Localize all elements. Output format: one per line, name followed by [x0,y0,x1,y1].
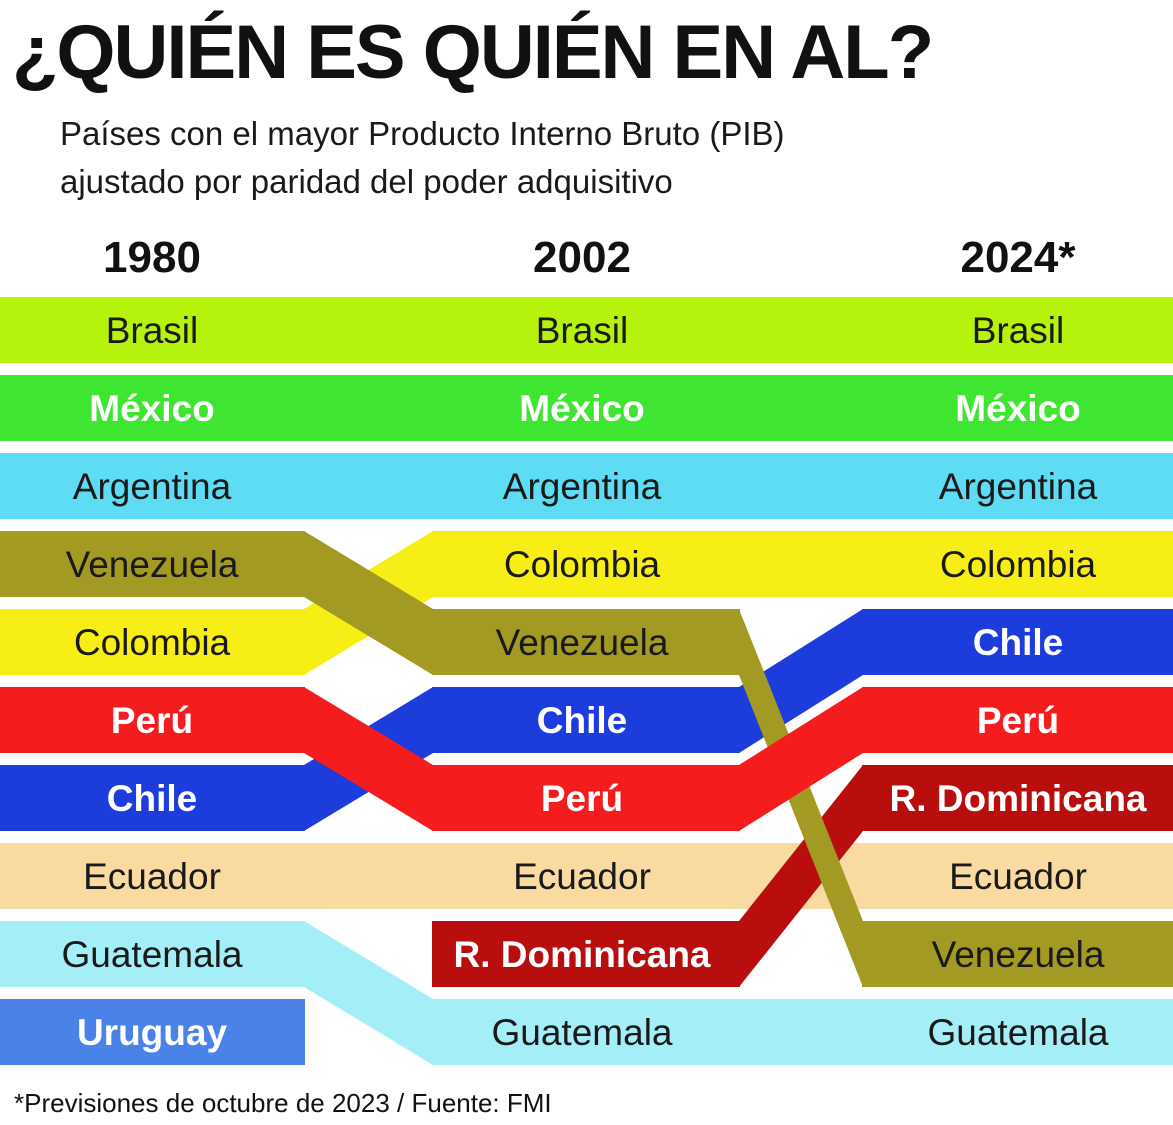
segment-colombia-2024 [862,531,1173,597]
connector-guatemala-1980-2002 [304,921,433,1065]
band-brasil [0,297,1173,363]
connector-mexico-1980-2002 [304,375,433,441]
label-venezuela-1980: Venezuela [66,544,239,585]
band-r-dominicana [432,765,1173,987]
band-guatemala [0,921,1173,1065]
band-colombia [0,531,1173,675]
segment-uruguay-1980 [0,999,305,1065]
label-guatemala-1980: Guatemala [62,934,243,975]
band-venezuela [0,531,1173,987]
column-header-2024: 2024* [960,233,1076,282]
segment-argentina-2002 [432,453,740,519]
label-r-dominicana-2002: R. Dominicana [454,934,711,975]
connector-guatemala-2002-2024 [739,999,863,1065]
label-ecuador-2002: Ecuador [513,856,651,897]
label-colombia-1980: Colombia [74,622,231,663]
label-chile-2002: Chile [537,700,627,741]
connector-colombia-2002-2024 [739,531,863,597]
segment-peru-1980 [0,687,305,753]
label-mexico-1980: México [89,388,214,429]
segment-mexico-2002 [432,375,740,441]
connector-ecuador-1980-2002 [304,843,433,909]
label-brasil-2002: Brasil [536,310,629,351]
label-peru-2002: Perú [541,778,623,819]
band-mexico [0,375,1173,441]
connector-argentina-2002-2024 [739,453,863,519]
label-uruguay-1980: Uruguay [77,1012,228,1053]
connector-peru-1980-2002 [304,687,433,831]
segment-brasil-2024 [862,297,1173,363]
column-header-2002: 2002 [533,233,631,282]
subtitle-line-1: Países con el mayor Producto Interno Bru… [60,115,785,152]
label-venezuela-2024: Venezuela [932,934,1105,975]
segment-mexico-2024 [862,375,1173,441]
connector-venezuela-1980-2002 [304,531,433,675]
segment-chile-1980 [0,765,305,831]
segment-brasil-2002 [432,297,740,363]
label-venezuela-2002: Venezuela [496,622,669,663]
segment-guatemala-2024 [862,999,1173,1065]
segment-r-dominicana-2002 [432,921,740,987]
footnote: *Previsiones de octubre de 2023 / Fuente… [14,1088,552,1118]
ranking-chart: 1980 2002 2024* Brasil México Argentina Venezu… [0,233,1173,1065]
label-chile-1980: Chile [107,778,197,819]
segment-brasil-1980 [0,297,305,363]
band-ecuador [0,843,1173,909]
segment-r-dominicana-2024 [862,765,1173,831]
segment-mexico-1980 [0,375,305,441]
segment-colombia-1980 [0,609,305,675]
label-guatemala-2024: Guatemala [928,1012,1109,1053]
segment-ecuador-1980 [0,843,305,909]
segment-chile-2002 [432,687,740,753]
connector-venezuela-2002-2024 [739,609,863,987]
label-argentina-1980: Argentina [73,466,232,507]
label-r-dominicana-2024: R. Dominicana [890,778,1147,819]
segment-venezuela-2024 [862,921,1173,987]
segment-argentina-2024 [862,453,1173,519]
label-brasil-2024: Brasil [972,310,1065,351]
segment-ecuador-2024 [862,843,1173,909]
connector-r-dominicana-2002-2024 [739,765,863,987]
band-uruguay [0,999,305,1065]
label-argentina-2024: Argentina [939,466,1098,507]
segment-peru-2002 [432,765,740,831]
label-argentina-2002: Argentina [503,466,662,507]
page-subtitle: Países con el mayor Producto Interno Bru… [60,110,960,206]
connector-mexico-2002-2024 [739,375,863,441]
connector-brasil-1980-2002 [304,297,433,363]
label-mexico-2024: México [955,388,1080,429]
column-header-1980: 1980 [103,233,201,282]
label-peru-2024: Perú [977,700,1059,741]
label-brasil-1980: Brasil [106,310,199,351]
segment-chile-2024 [862,609,1173,675]
label-peru-1980: Perú [111,700,193,741]
segment-venezuela-1980 [0,531,305,597]
subtitle-line-2: ajustado por paridad del poder adquisiti… [60,163,673,200]
segment-venezuela-2002 [432,609,740,675]
label-chile-2024: Chile [973,622,1063,663]
segment-guatemala-2002 [432,999,740,1065]
label-colombia-2002: Colombia [504,544,661,585]
label-mexico-2002: México [519,388,644,429]
segment-ecuador-2002 [432,843,740,909]
page-title: ¿QUIÉN ES QUIÉN EN AL? [12,10,934,95]
connector-peru-2002-2024 [739,687,863,831]
segment-peru-2024 [862,687,1173,753]
band-peru [0,687,1173,831]
band-argentina [0,453,1173,519]
connector-argentina-1980-2002 [304,453,433,519]
segment-argentina-1980 [0,453,305,519]
connector-brasil-2002-2024 [739,297,863,363]
label-colombia-2024: Colombia [940,544,1097,585]
label-ecuador-1980: Ecuador [83,856,221,897]
label-guatemala-2002: Guatemala [492,1012,673,1053]
segment-colombia-2002 [432,531,740,597]
label-ecuador-2024: Ecuador [949,856,1087,897]
segment-guatemala-1980 [0,921,305,987]
